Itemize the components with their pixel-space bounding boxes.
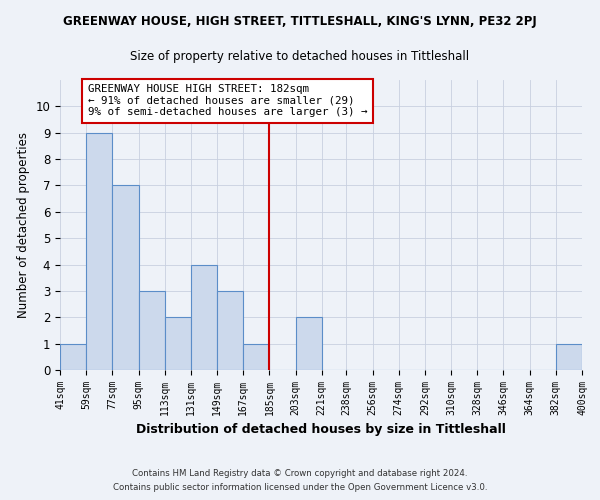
Bar: [296, 318, 322, 370]
Text: Contains public sector information licensed under the Open Government Licence v3: Contains public sector information licen…: [113, 484, 487, 492]
Bar: [60, 344, 86, 370]
Text: Contains HM Land Registry data © Crown copyright and database right 2024.: Contains HM Land Registry data © Crown c…: [132, 468, 468, 477]
Y-axis label: Number of detached properties: Number of detached properties: [17, 132, 30, 318]
X-axis label: Distribution of detached houses by size in Tittleshall: Distribution of detached houses by size …: [136, 424, 506, 436]
Bar: [139, 291, 164, 370]
Text: Size of property relative to detached houses in Tittleshall: Size of property relative to detached ho…: [130, 50, 470, 63]
Bar: [112, 186, 139, 370]
Bar: [191, 264, 217, 370]
Bar: [556, 344, 582, 370]
Bar: [86, 132, 112, 370]
Text: GREENWAY HOUSE, HIGH STREET, TITTLESHALL, KING'S LYNN, PE32 2PJ: GREENWAY HOUSE, HIGH STREET, TITTLESHALL…: [63, 15, 537, 28]
Bar: [164, 318, 191, 370]
Text: GREENWAY HOUSE HIGH STREET: 182sqm
← 91% of detached houses are smaller (29)
9% : GREENWAY HOUSE HIGH STREET: 182sqm ← 91%…: [88, 84, 367, 117]
Bar: [217, 291, 243, 370]
Bar: [243, 344, 269, 370]
